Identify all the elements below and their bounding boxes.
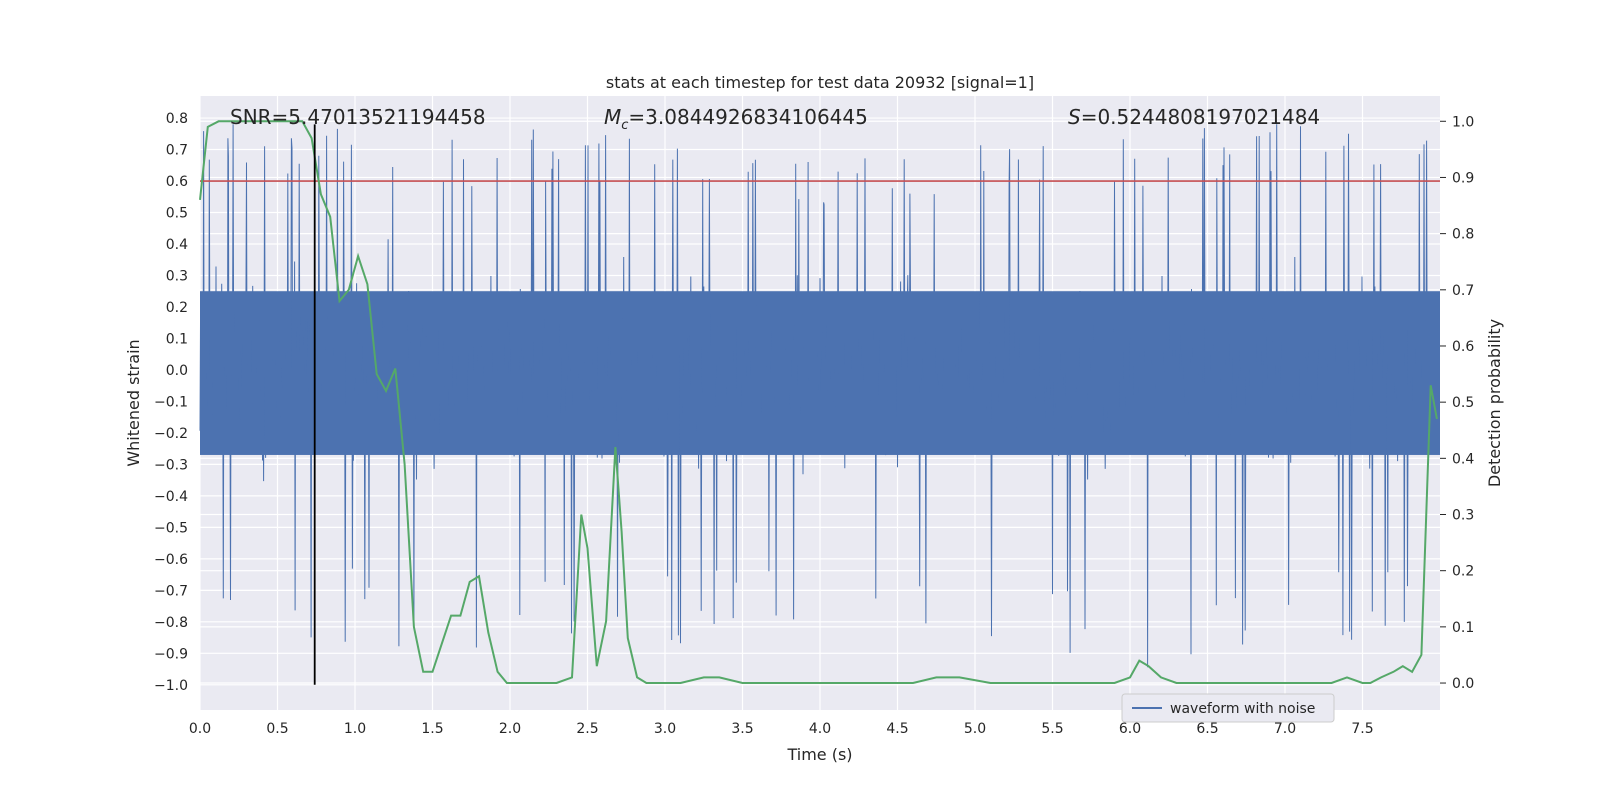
y-right-tick-label-3: 0.7 — [1452, 283, 1474, 299]
y-tick-label-7: 0.1 — [166, 331, 188, 347]
x-tick-label-9: 4.5 — [886, 721, 908, 737]
y-tick-label-17: −0.9 — [154, 646, 188, 662]
y-tick-label-18: −1.0 — [154, 678, 188, 694]
legend-box — [1121, 693, 1335, 723]
annotation-s-value: =0.5244808197021484 — [1081, 105, 1320, 129]
chart-title: stats at each timestep for test data 209… — [606, 73, 1034, 92]
y-right-tick-label-10: 0.0 — [1452, 676, 1474, 692]
y-right-tick-label-7: 0.3 — [1452, 508, 1474, 524]
y-right-tick-label-9: 0.1 — [1452, 620, 1474, 636]
y-right-tick-label-2: 0.8 — [1452, 227, 1474, 243]
y-tick-label-13: −0.5 — [154, 520, 188, 536]
y-tick-label-9: −0.1 — [154, 394, 188, 410]
x-tick-label-15: 7.5 — [1351, 721, 1373, 737]
y-right-tick-label-5: 0.5 — [1452, 395, 1474, 411]
x-tick-labels: 0.0 0.5 1.0 1.5 2.0 2.5 3.0 3.5 4.0 4.5 5.0 5.5 6.0 6… — [189, 721, 1374, 737]
probability-line — [199, 120, 1438, 684]
y-tick-label-11: −0.3 — [154, 457, 188, 473]
x-tick-label-7: 3.5 — [731, 721, 753, 737]
y-tick-label-2: 0.6 — [166, 174, 188, 190]
x-tick-label-13: 6.5 — [1196, 721, 1218, 737]
x-tick-label-10: 5.0 — [964, 721, 986, 737]
y-tick-label-8: 0.0 — [166, 363, 188, 379]
y-tick-label-1: 0.7 — [166, 143, 188, 159]
x-tick-label-5: 2.5 — [576, 721, 598, 737]
annotation-s-symbol: S — [1068, 105, 1081, 129]
y-right-tick-label-6: 0.4 — [1452, 451, 1474, 467]
x-tick-label-3: 1.5 — [421, 721, 443, 737]
y-right-tick-label-8: 0.2 — [1452, 564, 1474, 580]
y-right-axis-label: Detection probability — [1485, 319, 1504, 487]
y-tick-label-0: 0.8 — [166, 111, 188, 127]
annotation-mc-value: =3.0844926834106445 — [628, 105, 867, 129]
annotation-snr: SNR=5.47013521194458 — [230, 105, 486, 129]
annotation-mc: Mc=3.0844926834106445 — [604, 105, 868, 133]
y-tick-label-4: 0.4 — [166, 237, 188, 253]
legend: waveform with noise — [1121, 693, 1335, 723]
x-tick-label-2: 1.0 — [344, 721, 366, 737]
annotation-mc-subscript: c — [621, 118, 628, 133]
x-tick-label-14: 7.0 — [1274, 721, 1296, 737]
x-tick-label-6: 3.0 — [654, 721, 676, 737]
waveform-series — [199, 124, 1440, 668]
x-tick-label-12: 6.0 — [1119, 721, 1141, 737]
x-tick-label-4: 2.0 — [499, 721, 521, 737]
y-tick-label-12: −0.4 — [154, 489, 188, 505]
y-tick-label-3: 0.5 — [166, 206, 188, 222]
y-right-tick-label-4: 0.6 — [1452, 339, 1474, 355]
y-right-tick-label-0: 1.0 — [1452, 114, 1474, 130]
x-tick-label-8: 4.0 — [809, 721, 831, 737]
annotation-mc-symbol: M — [604, 105, 621, 129]
x-tick-label-11: 5.5 — [1041, 721, 1063, 737]
y-tick-labels: 0.8 0.7 0.6 0.5 0.4 0.3 0.2 0.1 0.0 −0.1 −0.2 −0.3 −… — [154, 111, 188, 694]
legend-label: waveform with noise — [1170, 701, 1315, 717]
y-right-tick-label-1: 0.9 — [1452, 170, 1474, 186]
probability-series — [199, 120, 1438, 684]
y-tick-label-6: 0.2 — [166, 300, 188, 316]
y-tick-label-5: 0.3 — [166, 268, 188, 284]
waveform-line — [199, 124, 1440, 668]
x-axis-label: Time (s) — [786, 745, 852, 764]
y-tick-label-16: −0.8 — [154, 615, 188, 631]
annotation-s: S=0.5244808197021484 — [1068, 105, 1320, 129]
y-right-tick-labels: 1.0 0.9 0.8 0.7 0.6 0.5 0.4 0.3 0.2 0.1 0.0 — [1440, 114, 1474, 692]
y-tick-label-10: −0.2 — [154, 426, 188, 442]
y-tick-label-15: −0.7 — [154, 583, 188, 599]
x-tick-label-1: 0.5 — [266, 721, 288, 737]
y-tick-label-14: −0.6 — [154, 552, 188, 568]
y-axis-label: Whitened strain — [124, 339, 143, 466]
x-tick-label-0: 0.0 — [189, 721, 211, 737]
